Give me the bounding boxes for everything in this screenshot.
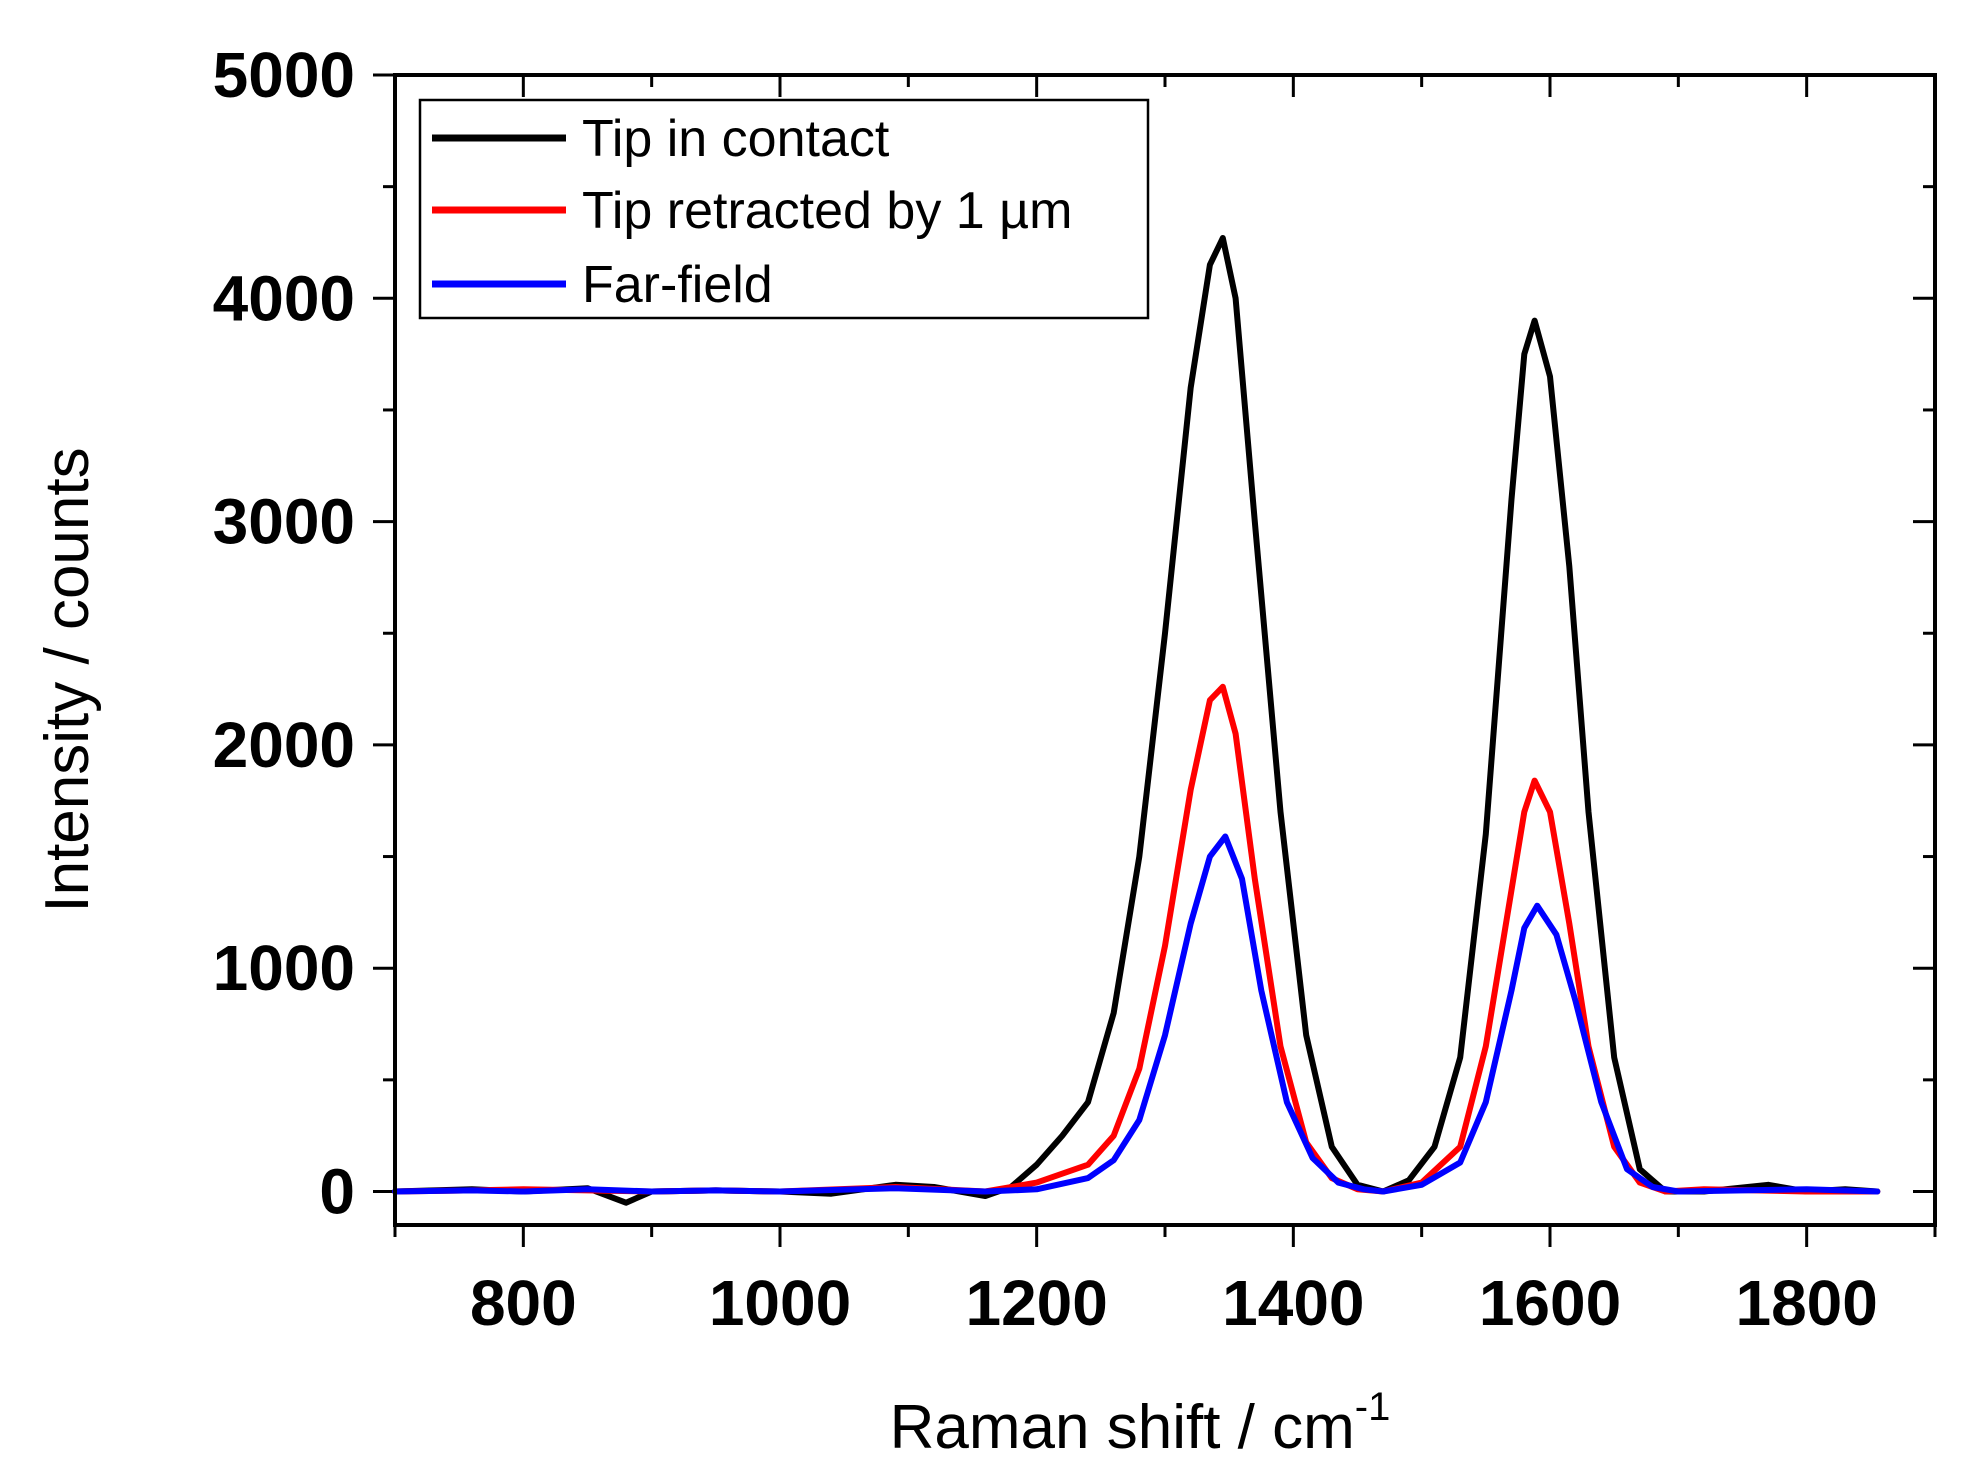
series-layer: [392, 235, 1881, 1206]
x-axis-title-text: Raman shift / cm: [890, 1393, 1355, 1458]
x-tick-label: 1800: [1735, 1267, 1877, 1339]
plot-frame: [393, 73, 1937, 1227]
legend-label-far-field: Far-field: [582, 256, 773, 314]
x-tick-label: 1600: [1479, 1267, 1621, 1339]
y-tick-label: 2000: [213, 709, 355, 781]
y-axis-title: Intensity / counts: [33, 447, 102, 912]
y-tick-label: 4000: [213, 262, 355, 334]
x-tick-label: 1000: [709, 1267, 851, 1339]
x-tick-label: 800: [470, 1267, 577, 1339]
y-tick-label: 5000: [213, 39, 355, 111]
series-line-far-field: [392, 833, 1881, 1195]
x-axis-title: Raman shift / cm-1: [890, 1385, 1391, 1458]
x-tick-label: 1400: [1222, 1267, 1364, 1339]
legend: Tip in contact Tip retracted by 1 µm Far…: [418, 98, 1150, 320]
legend-label-tip-retracted: Tip retracted by 1 µm: [582, 182, 1072, 240]
tick-label-layer: 800 1000 1200 1400 1600 1800 0 1000 2000 3000 4000…: [213, 39, 1878, 1339]
x-axis-title-superscript: -1: [1355, 1385, 1391, 1429]
y-tick-label: 3000: [213, 486, 355, 558]
series-line-tip-in-contact: [392, 235, 1881, 1206]
series-line-tip-retracted-by-1-m: [392, 683, 1881, 1195]
x-tick-label: 1200: [965, 1267, 1107, 1339]
y-tick-label: 1000: [213, 932, 355, 1004]
legend-label-tip-in-contact: Tip in contact: [582, 110, 890, 168]
y-tick-label: 0: [319, 1156, 355, 1228]
